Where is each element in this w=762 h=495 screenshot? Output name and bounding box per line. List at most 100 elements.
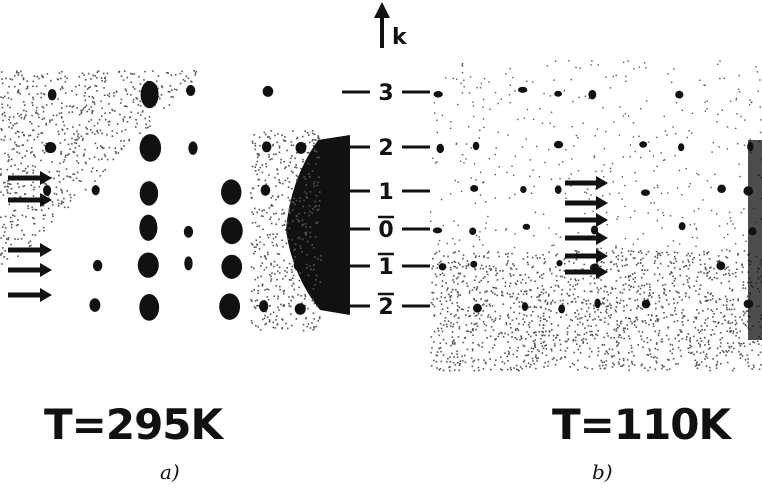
noise-speck [104,118,107,121]
noise-speck [727,320,730,323]
noise-speck [283,140,286,142]
noise-speck [732,347,735,350]
noise-speck [666,368,668,371]
noise-speck [261,283,264,286]
noise-speck [133,73,136,75]
diffraction-spot [183,225,194,238]
noise-speck [473,299,476,301]
noise-speck [508,293,511,296]
noise-speck [286,267,288,269]
noise-speck [752,364,755,367]
noise-speck [123,116,126,118]
noise-speck [520,281,523,284]
noise-speck [695,245,697,248]
noise-speck [75,93,78,96]
noise-speck [529,335,532,338]
noise-speck [254,300,257,302]
noise-speck [643,62,646,64]
noise-speck [450,344,452,347]
noise-speck [317,208,320,211]
noise-speck [526,354,529,357]
noise-speck [615,330,618,332]
noise-speck [614,309,617,312]
noise-speck [568,325,571,327]
noise-speck [275,243,278,246]
noise-speck [632,136,635,138]
noise-speck [660,367,663,370]
noise-speck [7,160,9,163]
noise-speck [301,224,303,227]
noise-speck [647,298,649,301]
noise-speck [550,301,553,304]
noise-speck [691,351,693,354]
noise-speck [611,288,614,290]
noise-speck [542,331,544,333]
noise-speck [719,345,722,348]
noise-speck [0,254,2,256]
noise-speck [512,263,514,265]
noise-speck [266,288,268,290]
noise-speck [633,324,636,326]
noise-speck [96,90,98,92]
noise-speck [86,110,89,113]
noise-speck [271,158,273,160]
noise-speck [24,193,27,195]
noise-speck [622,364,625,366]
noise-speck [1,263,3,265]
noise-speck [307,134,310,136]
noise-speck [60,188,62,191]
noise-speck [661,251,663,254]
diffraction-spot [588,89,597,100]
noise-speck [554,254,557,257]
noise-speck [731,288,734,291]
noise-speck [310,268,312,271]
noise-speck [571,158,573,160]
noise-speck [657,252,660,255]
noise-speck [265,183,267,185]
noise-speck [587,324,590,327]
noise-speck [283,305,286,307]
noise-speck [455,142,458,145]
noise-speck [683,315,686,318]
noise-speck [512,274,515,276]
noise-speck [38,77,40,80]
noise-speck [439,367,442,370]
noise-speck [507,313,509,316]
noise-speck [517,293,520,295]
noise-speck [566,340,568,343]
noise-speck [532,265,535,268]
noise-speck [4,226,7,229]
noise-speck [579,321,581,324]
noise-speck [8,126,10,128]
noise-speck [515,317,518,320]
noise-speck [679,268,681,270]
noise-speck [572,338,575,341]
noise-speck [485,305,488,307]
noise-speck [531,320,533,322]
noise-speck [117,71,120,73]
noise-speck [250,298,252,301]
noise-speck [535,334,537,336]
noise-speck [32,85,34,88]
noise-speck [655,307,657,310]
noise-speck [84,188,87,191]
noise-speck [614,287,617,290]
noise-speck [298,279,301,282]
noise-speck [549,95,552,97]
noise-speck [695,363,698,365]
noise-speck [509,84,512,86]
noise-speck [103,94,106,96]
noise-speck [600,303,602,305]
noise-speck [449,296,452,299]
noise-speck [0,127,3,130]
noise-speck [38,230,41,232]
noise-speck [16,130,19,133]
noise-speck [526,331,528,333]
noise-speck [613,263,615,266]
noise-speck [500,98,502,100]
noise-speck [281,224,284,227]
noise-speck [660,192,663,195]
noise-speck [634,210,636,212]
noise-speck [304,295,307,298]
noise-speck [461,62,464,65]
